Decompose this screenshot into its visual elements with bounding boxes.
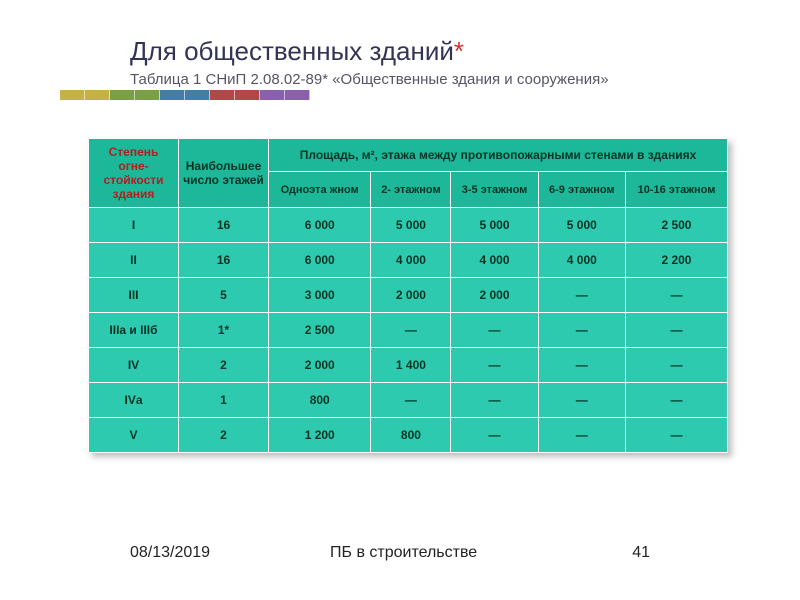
table-row: V21 200800——— bbox=[89, 418, 728, 453]
table-cell: 16 bbox=[179, 243, 269, 278]
table-cell: — bbox=[625, 313, 727, 348]
col-fire-resistance: Степень огне-стойкости здания bbox=[89, 139, 179, 208]
subcol-3: 3-5 этажном bbox=[451, 172, 538, 208]
table-cell: 2 bbox=[179, 348, 269, 383]
table-row: III53 0002 0002 000—— bbox=[89, 278, 728, 313]
table-cell: 1* bbox=[179, 313, 269, 348]
table-cell: — bbox=[451, 418, 538, 453]
table-cell: 5 bbox=[179, 278, 269, 313]
slide: Для общественных зданий* Таблица 1 СНиП … bbox=[0, 0, 800, 600]
title-block: Для общественных зданий* Таблица 1 СНиП … bbox=[130, 36, 750, 88]
slide-subtitle: Таблица 1 СНиП 2.08.02-89* «Общественные… bbox=[130, 71, 750, 88]
subcol-2: 2- этажном bbox=[371, 172, 451, 208]
table-cell: — bbox=[451, 383, 538, 418]
table-cell: 6 000 bbox=[269, 208, 371, 243]
subcol-4: 6-9 этажном bbox=[538, 172, 625, 208]
table-cell: 2 000 bbox=[451, 278, 538, 313]
table-row: I166 0005 0005 0005 0002 500 bbox=[89, 208, 728, 243]
table-cell: 2 000 bbox=[269, 348, 371, 383]
table-cell: 3 000 bbox=[269, 278, 371, 313]
table-cell: 2 000 bbox=[371, 278, 451, 313]
table-cell: 16 bbox=[179, 208, 269, 243]
table-cell: 800 bbox=[371, 418, 451, 453]
table-cell: 2 200 bbox=[625, 243, 727, 278]
table-cell: — bbox=[625, 348, 727, 383]
table-cell: V bbox=[89, 418, 179, 453]
table-cell: — bbox=[625, 383, 727, 418]
table-cell: 2 bbox=[179, 418, 269, 453]
table-cell: — bbox=[451, 348, 538, 383]
table-cell: — bbox=[538, 383, 625, 418]
accent-bar bbox=[60, 90, 310, 100]
table-body: I166 0005 0005 0005 0002 500II166 0004 0… bbox=[89, 208, 728, 453]
table-cell: 2 500 bbox=[625, 208, 727, 243]
footer-title: ПБ в строительстве bbox=[330, 544, 590, 562]
col-area-header: Площадь, м², этажа между противопожарным… bbox=[269, 139, 728, 172]
table-container: Степень огне-стойкости здания Наибольшее… bbox=[88, 138, 728, 453]
fire-resistance-table: Степень огне-стойкости здания Наибольшее… bbox=[88, 138, 728, 453]
table-cell: 5 000 bbox=[538, 208, 625, 243]
slide-footer: 08/13/2019 ПБ в строительстве 41 bbox=[0, 544, 800, 562]
table-cell: — bbox=[538, 348, 625, 383]
table-cell: 4 000 bbox=[538, 243, 625, 278]
table-cell: — bbox=[625, 418, 727, 453]
table-row: IIIа и IIIб1*2 500———— bbox=[89, 313, 728, 348]
subcol-5: 10-16 этажном bbox=[625, 172, 727, 208]
table-cell: 1 bbox=[179, 383, 269, 418]
subcol-1: Одноэта жном bbox=[269, 172, 371, 208]
footer-page: 41 bbox=[590, 544, 650, 562]
table-cell: I bbox=[89, 208, 179, 243]
table-cell: II bbox=[89, 243, 179, 278]
footer-date: 08/13/2019 bbox=[130, 544, 330, 562]
table-cell: IV bbox=[89, 348, 179, 383]
table-cell: III bbox=[89, 278, 179, 313]
table-cell: — bbox=[625, 278, 727, 313]
table-cell: 5 000 bbox=[371, 208, 451, 243]
table-cell: 4 000 bbox=[451, 243, 538, 278]
table-cell: 1 400 bbox=[371, 348, 451, 383]
col-max-floors: Наибольшее число этажей bbox=[179, 139, 269, 208]
title-text: Для общественных зданий bbox=[130, 36, 454, 66]
table-row: IVа1800———— bbox=[89, 383, 728, 418]
table-cell: — bbox=[371, 383, 451, 418]
table-cell: 800 bbox=[269, 383, 371, 418]
table-cell: — bbox=[371, 313, 451, 348]
slide-title: Для общественных зданий* bbox=[130, 36, 750, 67]
table-cell: — bbox=[451, 313, 538, 348]
table-cell: 1 200 bbox=[269, 418, 371, 453]
table-cell: 4 000 bbox=[371, 243, 451, 278]
table-row: IV22 0001 400——— bbox=[89, 348, 728, 383]
table-cell: 6 000 bbox=[269, 243, 371, 278]
table-cell: IVа bbox=[89, 383, 179, 418]
table-cell: — bbox=[538, 278, 625, 313]
table-cell: 2 500 bbox=[269, 313, 371, 348]
table-cell: — bbox=[538, 313, 625, 348]
title-asterisk: * bbox=[454, 36, 464, 66]
table-row: II166 0004 0004 0004 0002 200 bbox=[89, 243, 728, 278]
table-cell: 5 000 bbox=[451, 208, 538, 243]
table-cell: — bbox=[538, 418, 625, 453]
table-cell: IIIа и IIIб bbox=[89, 313, 179, 348]
